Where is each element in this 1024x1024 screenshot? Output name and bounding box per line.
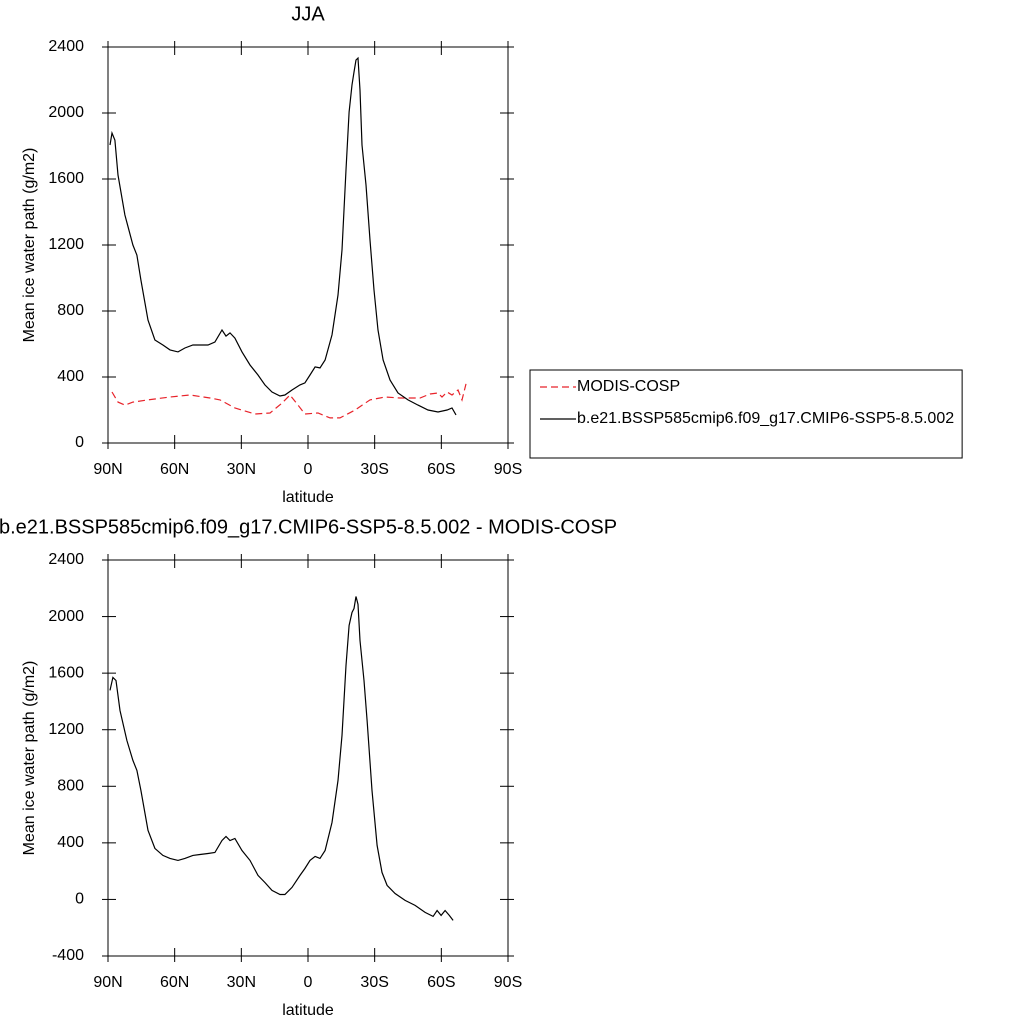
chart-title: JJA [291,3,325,25]
chart-panel: JJA latitude Mean ice water path (g/m2) 0 40… [21,3,963,506]
y-tick-label: 2000 [48,104,84,121]
x-tick-label: 0 [304,461,313,478]
x-tick-label: 60N [160,461,189,478]
data-line [111,383,467,419]
y-tick-label: 800 [57,302,84,319]
y-tick-label: 1600 [48,170,84,187]
y-tick-label: 800 [57,778,84,795]
x-axis-label: latitude [282,1002,334,1019]
y-tick-label: 2000 [48,608,84,625]
y-tick-label: -400 [52,947,84,964]
x-tick-label: 90N [93,461,122,478]
y-tick-label: 1200 [48,236,84,253]
x-tick-label: 30S [360,974,388,991]
y-tick-label: 0 [75,434,84,451]
data-line [109,56,457,416]
x-tick-label: 90N [93,974,122,991]
x-tick-label: 60N [160,974,189,991]
y-tick-label: 2400 [48,551,84,568]
x-tick-label: 30N [227,461,256,478]
y-tick-label: 0 [75,891,84,908]
x-axis-label: latitude [282,489,334,506]
x-tick-label: 60S [427,461,455,478]
legend-box [529,369,963,459]
x-tick-label: 30S [360,461,388,478]
y-tick-label: 1200 [48,721,84,738]
y-axis-label: Mean ice water path (g/m2) [21,148,38,343]
plot-frame [107,46,509,444]
y-tick-label: 2400 [48,38,84,55]
y-tick-label: 400 [57,834,84,851]
y-axis-label: Mean ice water path (g/m2) [21,661,38,856]
y-tick-label: 1600 [48,664,84,681]
legend: MODIS-COSP b.e21.BSSP585cmip6.f09_g17.CMI… [529,369,963,459]
y-tick-label: 400 [57,368,84,385]
legend-label: b.e21.BSSP585cmip6.f09_g17.CMIP6-SSP5-8.… [577,410,954,427]
legend-label: MODIS-COSP [577,378,680,395]
x-tick-label: 30N [227,974,256,991]
data-line [109,596,454,921]
chart-title: b.e21.BSSP585cmip6.f09_g17.CMIP6-SSP5-8.… [0,516,617,538]
x-tick-label: 60S [427,974,455,991]
plot-frame [107,559,509,957]
x-tick-label: 90S [494,974,522,991]
x-tick-label: 0 [304,974,313,991]
chart-panel: b.e21.BSSP585cmip6.f09_g17.CMIP6-SSP5-8.… [0,516,617,1019]
x-tick-label: 90S [494,461,522,478]
